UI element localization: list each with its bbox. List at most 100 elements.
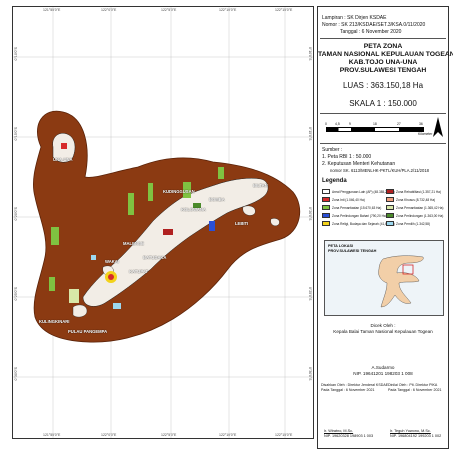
scale-tick: 18 <box>373 122 377 126</box>
signer-left-name: Ir. Wiratno, M.Sc. <box>324 429 354 433</box>
map-label: KOLOWANA <box>181 207 206 212</box>
zone-pemanfaatan <box>49 277 55 291</box>
scale-tick: 9 <box>349 122 351 126</box>
legend-item: Zona Perlindungan (1.363,00 Ha) <box>386 213 443 218</box>
map-label: PULAU PANGEMPA <box>68 329 108 334</box>
tick-top: 121°55'0"E <box>43 8 61 12</box>
dinilai-block: Dinilai Oleh : Plt. Direktur PIKA Pada T… <box>388 383 441 392</box>
tick-bottom: 122°5'0"E <box>161 433 177 437</box>
skala-text: SKALA 1 : 150.000 <box>349 99 417 108</box>
tick-top: 122°15'0"E <box>275 8 293 12</box>
main-island-chain <box>82 177 269 307</box>
map-label: BILTAN <box>253 183 268 188</box>
divider <box>320 113 446 114</box>
tanggal-line: Tanggal : 6 November 2020 <box>340 29 402 35</box>
dinilai-label: Dinilai Oleh : Plt. Direktur PIKA <box>388 383 438 387</box>
legend-item: Zona Perlindungan Bahari (790,20 Ha) <box>322 213 387 218</box>
map-title-1: PETA ZONA <box>363 43 403 50</box>
map-label: WAKAI <box>105 259 119 264</box>
zone-perlindungan-bahari <box>209 221 215 231</box>
map-info-panel: Lampiran : SK Dirjen KSDAE Nomor : SK 21… <box>317 6 453 449</box>
sumber-1: 1. Peta RBI 1 : 50.000 <box>322 154 372 160</box>
legend-item: Zona Pemilih (1.342,58) <box>386 221 430 226</box>
una-una-core-zone <box>61 143 67 149</box>
kepala-label: Kepala Balai Taman Nasional Kepulauan To… <box>333 329 433 334</box>
legend-swatch <box>386 205 394 210</box>
tick-bottom: 122°10'0"E <box>219 433 237 437</box>
signer-left-nip: NIP. 19620328 198903 1 003 <box>324 434 374 438</box>
zone-pemilih <box>113 303 121 309</box>
sumber-title: Sumber : <box>322 147 343 153</box>
zone-pemanfaatan <box>51 227 59 245</box>
tick-bottom: 122°15'0"E <box>275 433 293 437</box>
tick-top: 122°0'0"E <box>101 8 117 12</box>
legend-swatch <box>386 221 394 226</box>
sulawesi-outline <box>378 255 424 308</box>
scale-tick: 0 <box>325 122 327 126</box>
zone-pemilih <box>91 255 96 260</box>
zone-pemanfaatan <box>148 183 153 201</box>
sumber-2: 2. Keputusan Menteri Kehutanan <box>322 161 396 167</box>
divider <box>320 143 446 144</box>
scale-tick: 4,5 <box>335 122 340 126</box>
scale-unit: Kilometer <box>418 132 433 136</box>
tick-right: 0°15'0"S <box>308 127 312 141</box>
scale-bar <box>326 127 424 132</box>
legend-swatch <box>322 189 330 194</box>
signer-right: Ir. Teguh Yuwono, M.Sc. NIP. 196804192 1… <box>390 429 441 439</box>
zone-perlindungan <box>193 203 201 208</box>
map-label: UNA-UNA <box>53 157 73 162</box>
sumber-3: nomor SK. 6113/MENLHK-PKTL/KUH/PLA.2/11/… <box>330 168 429 173</box>
inset-title-2: PROV.SULAWESI TENGAH <box>328 249 377 253</box>
map-frame[interactable]: 121°55'0"E 122°0'0"E 122°5'0"E 122°10'0"… <box>12 6 314 439</box>
legend-item: Zona Pemanfaatan (15.670,63 Ha) <box>322 205 381 210</box>
tick-right: 0°25'0"S <box>308 287 312 301</box>
zone-pemanfaatan <box>128 193 134 215</box>
legend-swatch <box>386 197 394 202</box>
divider <box>320 38 446 39</box>
location-highlight-box <box>402 264 414 275</box>
map-label: KUDINGGUSAN <box>163 189 195 194</box>
map-label: MALENGE <box>123 241 144 246</box>
disahkan-label: Disahkan Oleh : Direktur Jenderal KSDAE <box>321 383 389 387</box>
disahkan-date: Pada Tanggal : 6 November 2021 <box>321 387 375 392</box>
scale-tick: 27 <box>397 122 401 126</box>
legend-item: Zona Khusus (8.732,48 Ha) <box>386 197 435 202</box>
legend-swatch <box>386 189 394 194</box>
legend-item: Zona Inti (1.046,40 Ha) <box>322 197 365 202</box>
map-title-4: PROV.SULAWESI TENGAH <box>339 67 427 74</box>
map-title-2: TAMAN NASIONAL KEPULAUAN TOGEAN <box>318 51 453 58</box>
signer1-nip: NIP. 19641201 198203 1 008 <box>353 371 413 376</box>
inset-title-1: PETA LOKASI <box>328 244 354 248</box>
dinilai-date: Pada Tanggal : 6 November 2021 <box>388 387 442 392</box>
scale-tick: 36 <box>419 122 423 126</box>
legend-item: Zona Rehabilitasi (1.357,21 Ha) <box>386 189 441 194</box>
lampiran-line: Lampiran : SK Dirjen KSDAE <box>322 15 387 21</box>
zone-patches <box>49 167 224 309</box>
legend-swatch <box>322 197 330 202</box>
map-label: KATUPAT <box>129 269 149 274</box>
legend-swatch <box>386 213 394 218</box>
park-map-svg <box>13 7 313 438</box>
tick-right: 0°30'0"S <box>308 367 312 381</box>
signer1-name: A.Sudarmo <box>371 365 395 370</box>
tick-top: 122°5'0"E <box>161 8 177 12</box>
legend-swatch <box>322 205 330 210</box>
zone-pemanfaatan <box>218 167 224 179</box>
location-inset-map[interactable]: PETA LOKASI PROV.SULAWESI TENGAH <box>324 240 444 316</box>
zone-pemanfaatan <box>183 182 191 198</box>
map-label: BOMBA <box>209 197 225 202</box>
tick-top: 122°10'0"E <box>219 8 237 12</box>
signer-left: Ir. Wiratno, M.Sc. NIP. 19620328 198903 … <box>324 429 373 439</box>
nomor-line: Nomor : SK 213/KSDAE/SET.3/KSA.0/11/2020 <box>322 22 426 28</box>
signer-right-nip: NIP. 196804192 199203 1 002 <box>390 434 442 438</box>
tick-right: 0°20'0"S <box>308 207 312 221</box>
legend-item: Areal Penggunaan Lain (AP) (48.385,29 Ha… <box>322 189 395 194</box>
signer-right-name: Ir. Teguh Yuwono, M.Sc. <box>390 429 431 433</box>
islet <box>242 205 256 216</box>
map-label: KULINGKINARI <box>39 319 70 324</box>
legend-swatch <box>322 213 330 218</box>
map-label: BATUDAKA <box>143 255 167 260</box>
zone-pemanfaatan-2 <box>69 289 79 303</box>
map-title-3: KAB.TOJO UNA-UNA <box>348 59 418 66</box>
